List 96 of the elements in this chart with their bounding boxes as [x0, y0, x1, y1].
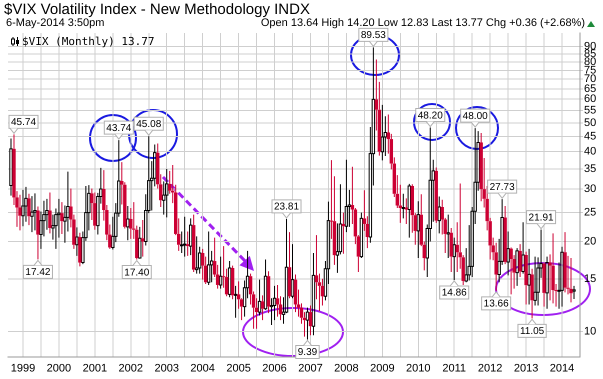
candlestick — [344, 159, 348, 233]
candlestick — [182, 216, 186, 258]
x-tick-label: 1999 — [10, 362, 36, 375]
candlestick — [258, 279, 262, 316]
annotation: 17.40 — [124, 267, 150, 278]
candlestick — [521, 222, 525, 274]
candlestick — [21, 189, 25, 227]
candlestick — [452, 237, 456, 280]
y-tick-label: 10 — [584, 325, 596, 338]
y-tick-label: 55 — [584, 104, 596, 116]
x-tick-label: 2004 — [190, 362, 215, 375]
candlestick — [75, 226, 79, 256]
candlestick — [312, 252, 316, 336]
y-tick-label: 60 — [584, 93, 596, 106]
candlestick — [230, 265, 234, 300]
x-tick-label: 2002 — [118, 362, 144, 375]
x-tick-label: 2007 — [298, 362, 323, 375]
annotation: 21.91 — [528, 212, 554, 224]
candlestick — [306, 307, 310, 340]
candlestick — [408, 183, 411, 238]
candlestick — [260, 294, 264, 321]
candlestick — [416, 200, 420, 259]
x-tick-label: 2010 — [406, 362, 431, 375]
candlestick — [542, 262, 546, 308]
y-tick-label: 65 — [584, 82, 596, 95]
annotation: 48.20 — [418, 110, 444, 122]
y-tick-label: 25 — [584, 206, 596, 219]
x-tick-label: 2012 — [478, 362, 502, 375]
candlestick — [36, 206, 40, 260]
candlestick — [192, 214, 196, 273]
candlestick — [438, 196, 441, 234]
candlestick — [524, 251, 528, 305]
annotation: 45.74 — [10, 117, 36, 128]
y-tick-label: 30 — [584, 183, 596, 195]
x-tick-label: 2008 — [334, 362, 359, 375]
annotation: 17.42 — [25, 267, 51, 278]
candlestick — [165, 168, 168, 218]
x-tick-label: 2001 — [82, 362, 108, 375]
candlestick — [518, 244, 522, 278]
candlestick — [515, 248, 519, 286]
annotation: $VIX (Monthly) 13.77 — [22, 35, 154, 48]
x-tick-label: 2013 — [514, 362, 538, 375]
y-tick-label: 50 — [584, 116, 596, 129]
candlestick — [126, 206, 130, 241]
candlestick — [360, 212, 364, 259]
candlestick — [186, 231, 190, 256]
y-tick-label: 20 — [584, 236, 596, 248]
candlestick — [78, 232, 82, 267]
chart-subtitle: 6-May-2014 3:50pm — [6, 17, 104, 29]
candlestick — [206, 231, 210, 286]
x-tick-label: 2000 — [46, 362, 72, 375]
candlestick — [404, 198, 408, 224]
text: Open 13.64 High 14.20 Low 12.83 Last 13.77 Chg +0.36 (+2.68%) — [260, 17, 585, 29]
candlestick — [506, 231, 510, 276]
y-tick-label: 40 — [584, 146, 596, 158]
candlestick — [380, 104, 384, 161]
annotation: 14.86 — [442, 288, 468, 299]
candlestick — [60, 202, 64, 234]
annotation: 43.74 — [106, 122, 132, 134]
y-tick-label: 70 — [584, 73, 596, 86]
annotation: 13.66 — [484, 298, 510, 310]
annotation: 27.73 — [490, 182, 516, 193]
candlestick — [272, 285, 276, 321]
chart-title: $VIX Volatility Index - New Methodology INDX — [4, 1, 310, 18]
candlestick — [24, 186, 28, 222]
candlestick — [530, 268, 534, 319]
candlestick — [527, 248, 531, 305]
annotation: 45.08 — [136, 118, 162, 130]
annotation: 48.00 — [462, 110, 488, 122]
candlestick — [450, 227, 453, 273]
candlestick — [188, 218, 192, 256]
candlestick — [93, 192, 97, 230]
annotation: 89.53 — [360, 30, 386, 42]
candlestick — [228, 260, 232, 298]
annotation: 11.05 — [520, 326, 545, 338]
candlestick — [200, 248, 204, 280]
x-tick-label: 2003 — [154, 362, 179, 375]
annotation: 9.39 — [298, 347, 318, 358]
candlestick — [30, 196, 34, 233]
x-tick-label: 2011 — [442, 362, 466, 375]
candlestick — [141, 220, 144, 258]
candlestick — [138, 226, 142, 259]
candlestick — [434, 167, 438, 224]
candlestick — [342, 212, 346, 254]
candlestick — [218, 256, 222, 290]
y-tick-label: 35 — [584, 163, 596, 176]
y-tick-label: 45 — [584, 130, 596, 142]
x-tick-label: 2014 — [550, 362, 574, 375]
x-tick-label: 2005 — [226, 362, 251, 375]
candlestick — [503, 206, 507, 265]
candlestick — [509, 246, 513, 295]
candlestick — [48, 192, 52, 234]
candlestick — [533, 256, 537, 306]
x-tick-label: 2006 — [262, 362, 287, 375]
x-tick-label: 2009 — [370, 362, 395, 375]
annotation: 23.81 — [274, 202, 300, 213]
